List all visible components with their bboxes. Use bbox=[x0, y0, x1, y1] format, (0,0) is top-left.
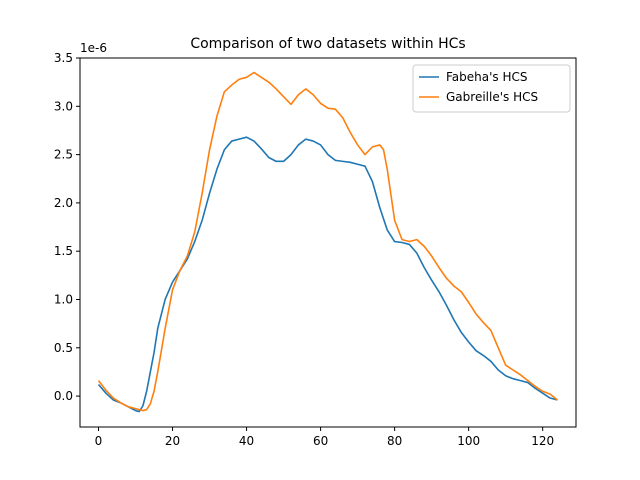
series-line bbox=[97, 136, 558, 413]
y-tick-label: 1.5 bbox=[54, 244, 73, 258]
y-axis: 0.0 0.5 1.0 1.5 2.0 2.5 3.0 3.5 bbox=[54, 51, 80, 403]
y-offset-text: 1e-6 bbox=[80, 41, 107, 55]
legend-box bbox=[412, 64, 571, 113]
plot-area bbox=[97, 71, 558, 413]
x-tick-label: 0 bbox=[95, 434, 103, 448]
x-tick-label: 20 bbox=[165, 434, 180, 448]
y-tick-label: 3.0 bbox=[54, 99, 73, 113]
x-tick-label: 80 bbox=[387, 434, 402, 448]
x-tick-label: 100 bbox=[457, 434, 480, 448]
x-axis: 0 20 40 60 80 100 120 bbox=[95, 427, 554, 448]
y-tick-label: 1.0 bbox=[54, 292, 73, 306]
x-tick-label: 60 bbox=[313, 434, 328, 448]
y-tick-label: 2.5 bbox=[54, 148, 73, 162]
legend-label: Fabeha's HCS bbox=[446, 70, 528, 84]
x-tick-label: 120 bbox=[531, 434, 554, 448]
legend: Fabeha's HCS Gabreille's HCS bbox=[412, 64, 571, 113]
y-tick-label: 0.0 bbox=[54, 389, 73, 403]
x-tick-label: 40 bbox=[239, 434, 254, 448]
chart-title: Comparison of two datasets within HCs bbox=[190, 36, 465, 52]
series-line bbox=[97, 71, 558, 412]
y-tick-label: 3.5 bbox=[54, 51, 73, 65]
plot-frame bbox=[79, 57, 577, 428]
y-tick-label: 0.5 bbox=[54, 341, 73, 355]
legend-label: Gabreille's HCS bbox=[446, 90, 538, 104]
y-tick-label: 2.0 bbox=[54, 196, 73, 210]
